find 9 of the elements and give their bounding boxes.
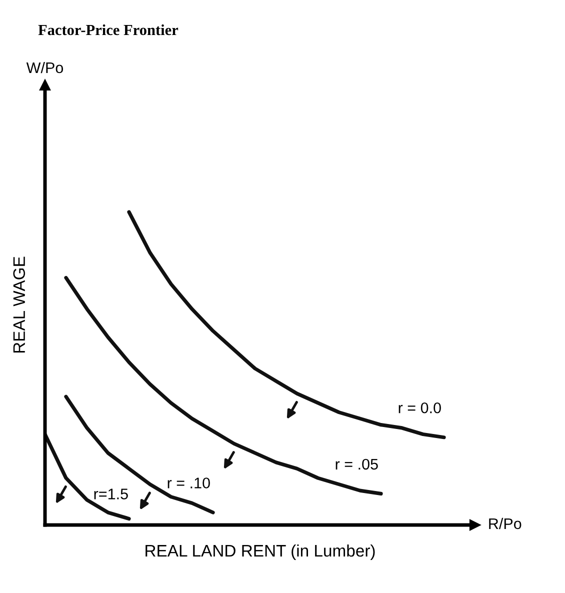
series-label: r = .10 (168, 478, 210, 488)
text: R/Po (489, 518, 522, 530)
series-label: r = 0.0 (398, 402, 441, 414)
legend-label: r=1.5 (94, 488, 128, 500)
text: W/Po (26, 62, 64, 74)
series-label: r = .05 (336, 458, 378, 470)
x-axis-title: REAL LAND RENT (in Lumber) (146, 544, 375, 560)
chart-title: Factor-Price Frontier (38, 24, 178, 36)
y-axis-title: REAL WAGE (13, 256, 26, 353)
